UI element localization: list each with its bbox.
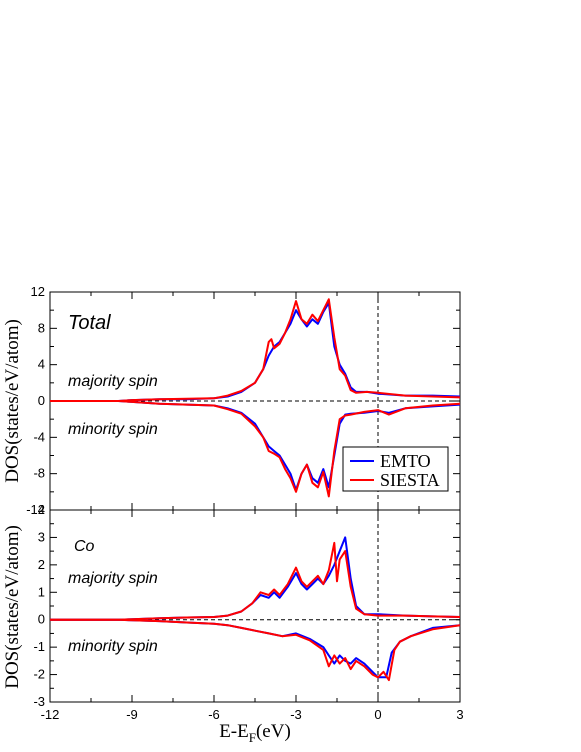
bottom-y-axis-label: DOS(states/eV/atom) (2, 525, 23, 689)
top-minority-label: minority spin (68, 421, 158, 438)
y-tick-label: 0 (38, 393, 45, 408)
x-axis-label-sub: F (249, 730, 256, 745)
legend: EMTO SIESTA (342, 446, 449, 492)
x-axis-label-tail: (eV) (256, 721, 291, 742)
x-tick-label: -12 (41, 707, 60, 722)
top-panel: 12 8 4 0 -4 -8 -12 Total majority spin minorit… (2, 284, 461, 517)
legend-emto-label: EMTO (380, 451, 431, 471)
y-tick-label: 1 (38, 584, 45, 599)
top-panel-title: Total (68, 312, 111, 334)
siesta-majority-line (50, 298, 461, 402)
x-tick-label: -6 (208, 707, 220, 722)
bottom-panel-title: Co (74, 538, 95, 555)
y-tick-label: -2 (33, 667, 45, 682)
legend-siesta-label: SIESTA (380, 470, 440, 490)
top-majority-label: majority spin (68, 373, 158, 390)
y-tick-label: 8 (38, 320, 45, 335)
y-tick-label: -12 (26, 502, 45, 517)
top-y-axis-label: DOS(states/eV/atom) (2, 319, 23, 483)
siesta-majority-line (50, 541, 461, 621)
x-axis-label: E-EF(eV) (219, 721, 291, 745)
bottom-panel: 4 3 2 1 0 -1 -2 -3 -12 -9 -6 -3 0 3 Co majority spin… (2, 502, 464, 745)
x-axis-label-main: E-E (219, 721, 249, 742)
y-tick-label: 2 (38, 557, 45, 572)
bottom-series-group (50, 536, 461, 682)
top-y-ticks: 12 8 4 0 -4 -8 -12 (26, 284, 461, 517)
bottom-minority-label: minority spin (68, 638, 158, 655)
y-tick-label: -8 (33, 466, 45, 481)
y-tick-label: -1 (33, 639, 45, 654)
siesta-minority-line (50, 400, 461, 498)
top-series-group (50, 298, 461, 498)
x-tick-label: 0 (374, 707, 381, 722)
x-tick-label: -3 (290, 707, 302, 722)
bottom-majority-label: majority spin (68, 570, 158, 587)
bottom-plot-frame (49, 509, 461, 703)
y-tick-label: 12 (31, 284, 45, 299)
y-tick-label: -3 (33, 694, 45, 709)
y-tick-label: -4 (33, 429, 45, 444)
bottom-y-ticks: 4 3 2 1 0 -1 -2 -3 (33, 502, 461, 709)
x-tick-label: -9 (126, 707, 138, 722)
y-tick-label: 3 (38, 529, 45, 544)
y-tick-label: 4 (38, 357, 45, 372)
x-ticks: -12 -9 -6 -3 0 3 (41, 707, 464, 722)
legend-box (342, 446, 449, 492)
y-tick-label: 4 (38, 502, 45, 517)
y-tick-label: 0 (38, 612, 45, 627)
siesta-minority-line (50, 618, 461, 682)
x-tick-label: 3 (456, 707, 463, 722)
